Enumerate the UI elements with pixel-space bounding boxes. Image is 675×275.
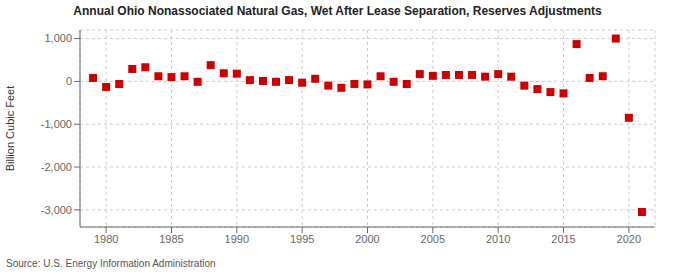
svg-text:1995: 1995: [290, 233, 314, 245]
svg-text:-1,000: -1,000: [41, 118, 72, 130]
svg-text:2015: 2015: [551, 233, 575, 245]
svg-text:-3,000: -3,000: [41, 204, 72, 216]
html-text:Source: U.S. Energy Informatio: Source: U.S. Energy Information Administ…: [6, 258, 216, 269]
html-text:Annual Ohio Nonassociated Natu: Annual Ohio Nonassociated Natural Gas, W…: [73, 4, 602, 18]
svg-text:2010: 2010: [486, 233, 510, 245]
svg-text:1,000: 1,000: [44, 32, 72, 44]
svg-text:2000: 2000: [355, 233, 379, 245]
svg-text:Billion Cubic Feet: Billion Cubic Feet: [8, 86, 16, 172]
svg-text:1985: 1985: [159, 233, 183, 245]
svg-text:0: 0: [66, 75, 72, 87]
svg-text:1990: 1990: [225, 233, 249, 245]
svg-text:2020: 2020: [617, 233, 641, 245]
svg-text:1980: 1980: [94, 233, 118, 245]
svg-text:-2,000: -2,000: [41, 161, 72, 173]
svg-text:2005: 2005: [421, 233, 445, 245]
